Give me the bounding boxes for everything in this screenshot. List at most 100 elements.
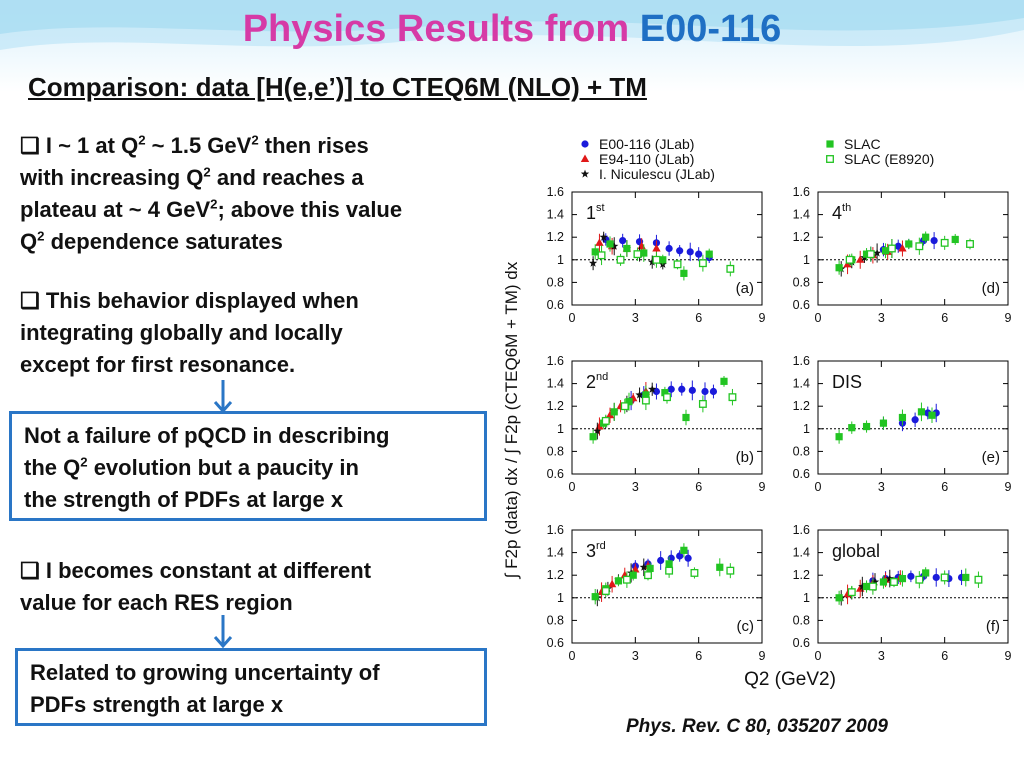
x-tick-label: 6 — [941, 311, 948, 325]
data-point — [682, 413, 690, 422]
data-point — [868, 582, 877, 591]
data-point — [652, 244, 661, 252]
x-tick-label: 6 — [695, 480, 702, 494]
data-point — [720, 377, 728, 385]
chart-panel: 0.6 0.8 1 1.2 1.4 1.6 0 3 6 9 DIS (e) — [793, 354, 1012, 494]
data-point — [911, 416, 919, 424]
data-point — [676, 552, 684, 560]
data-point — [907, 572, 915, 580]
panel-letter-label: (a) — [736, 280, 754, 297]
y-tick-label: 1 — [557, 422, 564, 436]
panel-region-sup: rd — [596, 540, 606, 552]
x-tick-label: 0 — [569, 649, 576, 663]
slide-subtitle: Comparison: data [H(e,e’)] to CTEQ6M (NL… — [28, 72, 647, 102]
data-point — [667, 385, 675, 393]
data-point — [698, 399, 707, 408]
legend-marker — [826, 155, 834, 163]
data-point — [974, 575, 983, 584]
panel-letter-label: (d) — [982, 280, 1000, 297]
data-point — [726, 264, 735, 273]
bullet-1-text: then rises — [258, 133, 369, 158]
legend-label: E94-110 (JLab) — [599, 151, 694, 167]
data-point — [966, 240, 974, 248]
y-tick-label: 1.6 — [547, 523, 564, 537]
data-point — [866, 250, 875, 259]
y-tick-label: 0.6 — [793, 298, 810, 312]
callout-line: evolution but a paucity in — [87, 455, 359, 480]
sup: 2 — [138, 132, 146, 148]
data-point — [639, 562, 648, 571]
data-point — [663, 393, 671, 402]
data-point — [625, 398, 633, 406]
x-tick-label: 9 — [759, 649, 766, 663]
data-point — [623, 244, 631, 253]
slide-title: Physics Results from E00-116 — [0, 8, 1024, 51]
y-tick-label: 1.4 — [547, 208, 564, 222]
data-point — [881, 247, 890, 255]
panel-letter-label: (c) — [737, 618, 755, 635]
panel-letter-label: (b) — [736, 449, 754, 466]
data-point — [633, 250, 642, 259]
sup: 2 — [80, 454, 88, 470]
callout-line: PDFs strength at large x — [30, 692, 284, 717]
legend-label: SLAC — [844, 136, 881, 152]
y-tick-label: 1.4 — [547, 377, 564, 391]
data-point — [595, 238, 604, 246]
data-point — [905, 240, 913, 248]
data-point — [894, 242, 902, 250]
x-axis-label: Q2 (GeV2) — [744, 669, 836, 690]
legend-entry: E94-110 (JLab) — [580, 151, 694, 167]
x-tick-label: 6 — [941, 649, 948, 663]
x-tick-label: 9 — [1005, 311, 1012, 325]
data-point — [597, 251, 606, 260]
panel-region-sup: st — [596, 202, 605, 214]
x-tick-label: 3 — [878, 480, 885, 494]
legend-label: E00-116 (JLab) — [599, 136, 694, 152]
x-tick-label: 3 — [632, 649, 639, 663]
data-point — [698, 259, 707, 268]
legend-marker — [580, 169, 590, 178]
bullet-1-text: dependence saturates — [44, 229, 283, 254]
x-tick-label: 9 — [759, 311, 766, 325]
bullet-3-line: value for each RES region — [20, 590, 293, 615]
bullet-1-text: and reaches a — [210, 165, 364, 190]
data-point — [928, 411, 936, 419]
y-tick-label: 1.4 — [793, 208, 810, 222]
data-point — [705, 250, 713, 258]
data-point — [616, 255, 625, 264]
title-main: Physics Results from — [242, 8, 640, 50]
y-tick-label: 0.8 — [547, 613, 564, 627]
data-point — [898, 244, 907, 252]
data-point — [695, 250, 703, 258]
data-point — [879, 578, 888, 586]
data-point — [644, 571, 652, 580]
data-point — [619, 236, 627, 245]
y-tick-label: 0.6 — [547, 636, 564, 650]
header-wave — [0, 0, 1024, 50]
y-tick-label: 1.2 — [547, 230, 564, 244]
data-point — [593, 426, 602, 435]
y-tick-label: 1.2 — [547, 399, 564, 413]
y-tick-label: 1 — [557, 253, 564, 267]
callout-box-pqcd: Not a failure of pQCD in describing the … — [9, 411, 487, 521]
panel-letter-label: (f) — [986, 618, 1000, 635]
bullet-1-text: ~ 1.5 GeV — [145, 133, 252, 158]
data-point — [620, 402, 629, 411]
x-tick-label: 6 — [695, 649, 702, 663]
data-point — [856, 255, 865, 263]
bullet-box-icon: ❑ — [20, 133, 40, 158]
data-point — [848, 424, 856, 432]
x-tick-label: 9 — [1005, 480, 1012, 494]
data-point — [688, 386, 696, 394]
data-point — [591, 248, 599, 256]
data-point — [635, 390, 644, 399]
data-point — [716, 563, 724, 571]
y-tick-label: 0.6 — [793, 467, 810, 481]
x-tick-label: 3 — [632, 480, 639, 494]
legend-label: SLAC (E8920) — [844, 151, 934, 167]
data-point — [862, 250, 871, 258]
callout-line: Related to growing uncertainty of — [30, 660, 380, 685]
data-point — [652, 255, 661, 264]
bullet-3: ❑ I becomes constant at different value … — [20, 555, 500, 619]
